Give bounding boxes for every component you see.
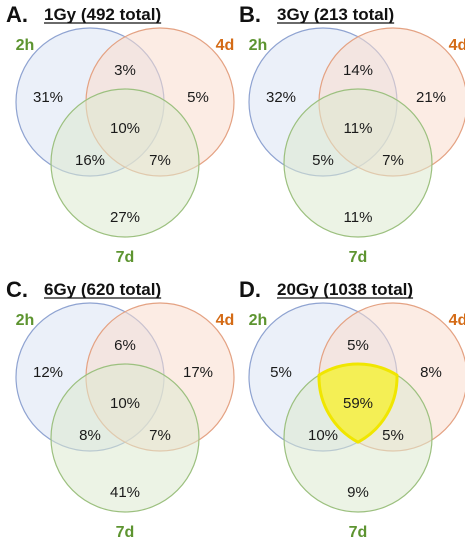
region-label-abc: 10% <box>110 120 140 137</box>
region-label-c-only: 27% <box>110 209 140 226</box>
panel-letter: B. <box>239 2 261 27</box>
panel-letter: A. <box>6 2 28 27</box>
highlighted-intersection <box>317 362 399 444</box>
set-label-2h: 2h <box>249 312 268 329</box>
region-label-a-only: 5% <box>270 364 292 381</box>
region-label-b-only: 8% <box>420 364 442 381</box>
venn-panel-3: C. 6Gy (620 total) 2h 4d 7d 12% 17% 41% 6% 8% 7% 10… <box>6 277 235 541</box>
venn-panel-1: A. 1Gy (492 total) 2h 4d 7d 31% 5% 27% 3% 16% 7% 10… <box>6 2 235 266</box>
region-label-b-only: 5% <box>187 89 209 106</box>
region-label-ac: 10% <box>308 427 338 444</box>
set-label-4d: 4d <box>449 312 465 329</box>
region-label-ac: 16% <box>75 152 105 169</box>
region-label-ab: 3% <box>114 62 136 79</box>
panel-letter: D. <box>239 277 261 302</box>
region-label-a-only: 12% <box>33 364 63 381</box>
region-label-abc: 11% <box>344 120 373 137</box>
region-label-ab: 5% <box>347 337 369 354</box>
panel-title: 3Gy (213 total) <box>277 5 394 24</box>
region-label-abc: 59% <box>343 395 373 412</box>
set-label-4d: 4d <box>216 37 235 54</box>
region-label-a-only: 32% <box>266 89 296 106</box>
circle-7d <box>50 88 200 238</box>
region-label-bc: 5% <box>382 427 404 444</box>
circle-7d <box>283 88 433 238</box>
region-label-a-only: 31% <box>33 89 63 106</box>
set-label-2h: 2h <box>16 312 35 329</box>
set-label-7d: 7d <box>349 524 368 541</box>
region-label-c-only: 9% <box>347 484 369 501</box>
set-label-4d: 4d <box>449 37 465 54</box>
set-label-2h: 2h <box>16 37 35 54</box>
region-label-abc: 10% <box>110 395 140 412</box>
region-label-bc: 7% <box>382 152 404 169</box>
set-label-7d: 7d <box>116 249 135 266</box>
panel-title: 1Gy (492 total) <box>44 5 161 24</box>
set-label-2h: 2h <box>249 37 268 54</box>
region-label-ac: 8% <box>79 427 101 444</box>
region-label-ac: 5% <box>312 152 334 169</box>
set-label-4d: 4d <box>216 312 235 329</box>
region-label-bc: 7% <box>149 427 171 444</box>
region-label-c-only: 11% <box>344 209 373 226</box>
panel-letter: C. <box>6 277 28 302</box>
region-label-c-only: 41% <box>110 484 140 501</box>
panel-title: 20Gy (1038 total) <box>277 280 413 299</box>
venn-panel-2: B. 3Gy (213 total) 2h 4d 7d 32% 21% 11% 14% 5% 7% 1… <box>239 2 465 266</box>
region-label-b-only: 17% <box>183 364 213 381</box>
region-label-ab: 6% <box>114 337 136 354</box>
set-label-7d: 7d <box>349 249 368 266</box>
region-label-ab: 14% <box>343 62 373 79</box>
venn-panel-4: D. 20Gy (1038 total) 2h 4d 7d 5% 8% 9% 5% 10% 5% 59… <box>239 277 465 541</box>
circle-7d <box>50 363 200 513</box>
panel-title: 6Gy (620 total) <box>44 280 161 299</box>
set-label-7d: 7d <box>116 524 135 541</box>
region-label-b-only: 21% <box>416 89 446 106</box>
region-label-bc: 7% <box>149 152 171 169</box>
